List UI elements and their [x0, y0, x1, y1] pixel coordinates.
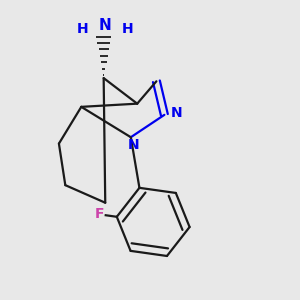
Text: N: N — [99, 18, 112, 33]
Text: N: N — [128, 138, 139, 152]
Text: H: H — [77, 22, 89, 36]
Text: F: F — [94, 207, 104, 221]
Text: N: N — [171, 106, 182, 120]
Text: H: H — [122, 22, 134, 36]
